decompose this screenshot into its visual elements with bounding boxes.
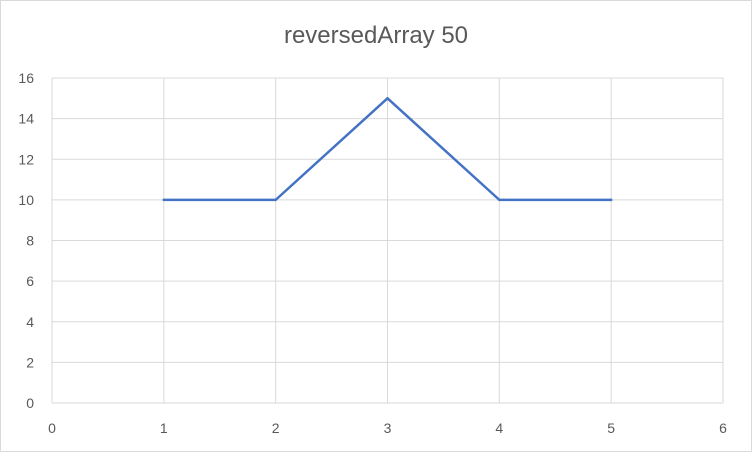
y-tick-label: 2 [26, 354, 34, 370]
data-point [498, 198, 501, 202]
y-tick-label: 16 [18, 70, 34, 86]
x-tick-label: 4 [495, 420, 503, 436]
x-tick-label: 3 [384, 420, 392, 436]
data-point [386, 97, 389, 100]
data-point [274, 198, 277, 202]
y-tick-label: 8 [26, 233, 34, 249]
y-tick-label: 10 [18, 192, 34, 208]
y-tick-label: 14 [18, 111, 34, 127]
gridlines [52, 77, 724, 403]
series-layer [162, 97, 613, 202]
y-tick-label: 0 [26, 395, 34, 411]
data-point [609, 198, 613, 202]
x-tick-label: 2 [272, 420, 280, 436]
data-point [162, 198, 166, 202]
x-tick-label: 1 [160, 420, 168, 436]
x-tick-label: 0 [48, 420, 56, 436]
chart-title: reversedArray 50 [283, 22, 469, 49]
y-tick-label: 6 [26, 273, 34, 289]
y-tick-label: 4 [26, 314, 34, 330]
x-tick-label: 5 [607, 420, 615, 436]
x-tick-labels: 0 1 2 3 4 5 6 [48, 420, 727, 436]
x-tick-label: 6 [719, 420, 727, 436]
axes [51, 78, 723, 404]
y-tick-labels: 0 2 4 6 8 10 12 14 16 [18, 70, 34, 411]
y-tick-label: 12 [18, 151, 34, 167]
